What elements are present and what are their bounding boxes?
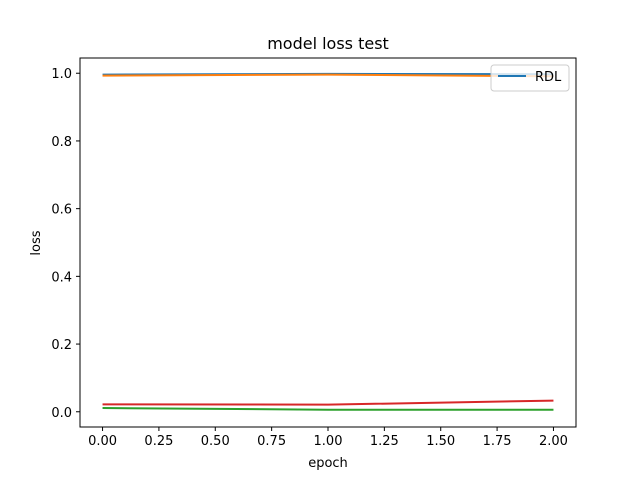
x-tick-label: 1.25 xyxy=(370,434,399,449)
y-tick-label: 0.0 xyxy=(51,406,72,421)
y-tick-label: 1.0 xyxy=(51,67,72,82)
x-axis-ticks: 0.00 0.25 0.50 0.75 1.00 1.25 1.50 1.75 2.00 xyxy=(88,427,568,449)
x-tick-label: 1.50 xyxy=(426,434,455,449)
x-tick-label: 0.75 xyxy=(257,434,286,449)
y-axis-label: loss xyxy=(29,230,44,255)
y-tick-label: 0.6 xyxy=(51,203,72,218)
y-tick-label: 0.2 xyxy=(51,338,72,353)
chart-title: model loss test xyxy=(267,34,389,53)
y-tick-label: 0.8 xyxy=(51,135,72,150)
legend-box xyxy=(490,64,570,92)
y-axis-ticks: 0.0 0.2 0.4 0.6 0.8 1.0 xyxy=(51,67,80,421)
plot-frame xyxy=(79,57,577,428)
x-tick-label: 1.00 xyxy=(314,434,343,449)
y-tick-label: 0.4 xyxy=(51,270,72,285)
series-line-2 xyxy=(102,73,554,78)
legend-label-rdl: RDL xyxy=(535,70,562,85)
series-line-3 xyxy=(102,407,554,411)
series-line-4 xyxy=(102,399,554,406)
series-lines xyxy=(102,72,554,411)
x-axis-label: epoch xyxy=(308,456,348,471)
x-tick-label: 0.00 xyxy=(88,434,117,449)
x-tick-label: 0.25 xyxy=(144,434,173,449)
x-tick-label: 1.75 xyxy=(483,434,512,449)
x-tick-label: 0.50 xyxy=(201,434,230,449)
x-tick-label: 2.00 xyxy=(539,434,568,449)
legend: RDL xyxy=(490,64,570,92)
